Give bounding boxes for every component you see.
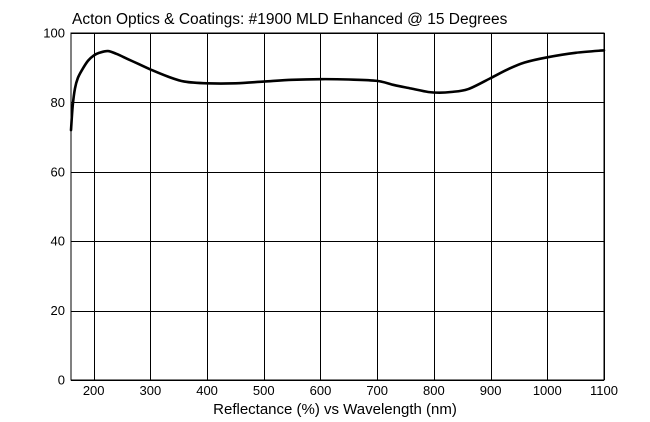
y-tick-label: 40 xyxy=(51,234,65,249)
x-tick-label: 200 xyxy=(83,383,105,398)
x-tick-labels: 200 300 400 500 600 700 800 900 1000 1100 xyxy=(83,383,618,398)
x-tick-label: 700 xyxy=(366,383,388,398)
x-tick-label: 300 xyxy=(140,383,162,398)
x-tick-label: 600 xyxy=(310,383,332,398)
x-tick-label: 900 xyxy=(480,383,502,398)
plot-frame xyxy=(70,32,605,381)
y-tick-label: 100 xyxy=(43,26,65,41)
x-tick-label: 500 xyxy=(253,383,275,398)
y-tick-label: 20 xyxy=(51,303,65,318)
y-tick-labels: 0 20 40 60 80 100 xyxy=(43,26,65,388)
y-tick-label: 80 xyxy=(51,95,65,110)
x-tick-label: 1100 xyxy=(590,383,618,398)
x-tick-label: 800 xyxy=(423,383,445,398)
x-axis-label: Reflectance (%) vs Wavelength (nm) xyxy=(213,401,457,418)
x-tick-label: 1000 xyxy=(533,383,562,398)
chart-title: Acton Optics & Coatings: #1900 MLD Enhan… xyxy=(72,11,508,28)
x-tick-label: 400 xyxy=(196,383,218,398)
grid xyxy=(71,33,605,381)
y-tick-label: 0 xyxy=(58,373,65,388)
y-tick-label: 60 xyxy=(51,164,65,179)
reflectance-curve xyxy=(69,49,606,132)
